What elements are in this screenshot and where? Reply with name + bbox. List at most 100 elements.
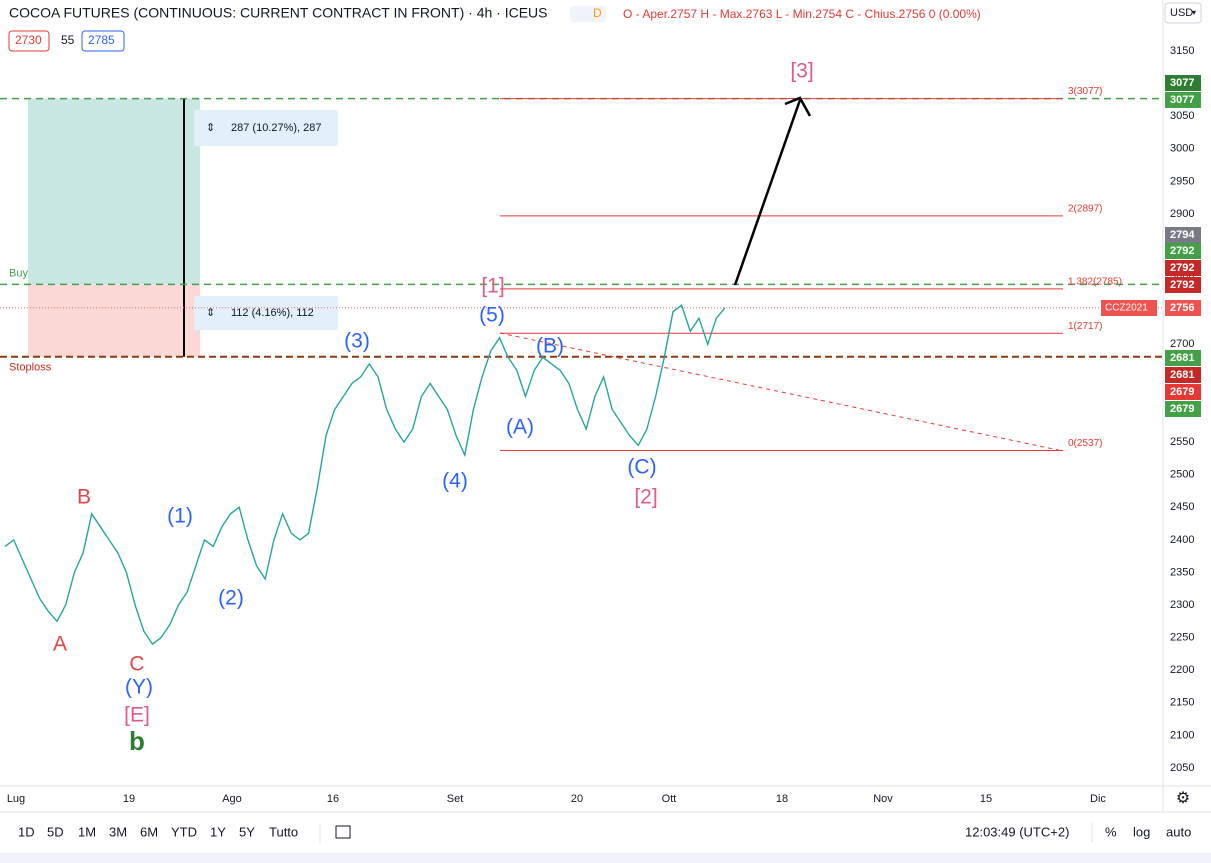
last-price-tag [1165, 300, 1201, 316]
price-tick-label: 2900 [1170, 208, 1194, 220]
time-label: 18 [776, 793, 788, 805]
price-tag-label: 2679 [1170, 403, 1194, 415]
wave-label: [3] [790, 60, 813, 83]
price-tick-label: 2450 [1170, 501, 1194, 513]
symbol-tag-label: CCZ2021 [1105, 303, 1148, 314]
price-tick-label: 2400 [1170, 534, 1194, 546]
bottom-bar [0, 813, 1211, 853]
arrow-head [784, 96, 812, 117]
price-tick-label: 2150 [1170, 697, 1194, 709]
loss-icon: ⇕ [206, 307, 215, 319]
input-box [8, 30, 50, 52]
price-tick-label: 2350 [1170, 566, 1194, 578]
scale-option[interactable]: auto [1166, 824, 1191, 839]
price-tag [1165, 350, 1201, 366]
range-button[interactable]: 3M [109, 824, 127, 839]
time-label: 19 [123, 793, 135, 805]
fib-label: 0(2537) [1068, 438, 1102, 449]
wave-label: C [129, 653, 144, 676]
wave-label: (5) [479, 304, 505, 327]
wave-label: (A) [506, 416, 534, 439]
price-tag [1165, 75, 1201, 91]
loss-box [194, 296, 338, 330]
settings-icon[interactable]: ⚙ [1176, 790, 1190, 807]
currency-caret: ▾ [1192, 8, 1196, 17]
price-tag-label: 2792 [1170, 245, 1194, 257]
price-tag [1165, 277, 1201, 293]
price-tick-label: 2950 [1170, 175, 1194, 187]
price-tick-label: 2550 [1170, 436, 1194, 448]
badge-bg [570, 6, 606, 22]
wave-label: [1] [481, 275, 504, 298]
price-tick-label: 2700 [1170, 338, 1194, 350]
price-tick-label: 2300 [1170, 599, 1194, 611]
profit-icon: ⇕ [206, 122, 215, 134]
symbol-tag [1101, 300, 1157, 316]
price-tag-label: 3077 [1170, 77, 1194, 89]
loss-zone [28, 284, 200, 357]
profit-box [194, 110, 338, 146]
buy-label: Buy [9, 267, 28, 279]
price-tick-label: 2050 [1170, 762, 1194, 774]
scale-option[interactable]: % [1105, 824, 1117, 839]
time-label: Ott [662, 793, 677, 805]
wave-label: (3) [344, 330, 370, 353]
fib-label: 1(2717) [1068, 321, 1102, 332]
price-tag-label: 2681 [1170, 352, 1194, 364]
range-button[interactable]: 1D [18, 824, 35, 839]
range-button[interactable]: 5Y [239, 824, 255, 839]
input-box [81, 30, 125, 52]
wave-label: (4) [442, 470, 468, 493]
price-tick-label: 2200 [1170, 664, 1194, 676]
wave-label: (Y) [125, 676, 153, 699]
price-line-series [4, 304, 726, 646]
time-label: Ago [222, 793, 242, 805]
price-tag-label: 2792 [1170, 262, 1194, 274]
currency-box[interactable] [1164, 2, 1202, 24]
wave-label: b [129, 726, 145, 756]
currency[interactable]: USD [1170, 7, 1193, 19]
compare-icon[interactable] [335, 825, 351, 839]
bottom-edge [0, 853, 1211, 863]
price-tag [1165, 260, 1201, 276]
price-tag-label: 2794 [1170, 229, 1195, 241]
wave-label: (B) [536, 335, 564, 358]
price-tag [1165, 92, 1201, 108]
wave-label: B [77, 486, 91, 509]
badge: D [593, 6, 602, 20]
scale-option[interactable]: log [1133, 824, 1150, 839]
time-label: Nov [873, 793, 893, 805]
price-tag [1165, 227, 1201, 243]
price-tag [1165, 367, 1201, 383]
stoploss-label: Stoploss [9, 362, 52, 374]
price-tick-label: 3050 [1170, 110, 1194, 122]
loss-label: 112 (4.16%), 112 [231, 307, 314, 319]
projection-arrow [733, 99, 802, 286]
wave-label: (2) [218, 587, 244, 610]
range-button[interactable]: YTD [171, 824, 197, 839]
range-button[interactable]: Tutto [269, 824, 298, 839]
range-button[interactable]: 1Y [210, 824, 226, 839]
price-tick-label: 3000 [1170, 143, 1194, 155]
price-tag-label: 3077 [1170, 94, 1194, 106]
profit-label: 287 (10.27%), 287 [231, 122, 322, 134]
range-button[interactable]: 1M [78, 824, 96, 839]
price-tick-label: 2500 [1170, 469, 1194, 481]
price-tick-label: 2100 [1170, 729, 1194, 741]
chart-title: COCOA FUTURES (CONTINUOUS: CURRENT CONTR… [9, 5, 548, 21]
price-tick-label: 2250 [1170, 632, 1194, 644]
ohlc: O - Aper.2757 H - Max.2763 L - Min.2754 … [623, 7, 981, 21]
time-label: Dic [1090, 793, 1106, 805]
input-value: 2785 [88, 33, 115, 47]
last-price-label: 2756 [1170, 302, 1194, 314]
input-value: 2730 [15, 33, 42, 47]
wave-label: A [53, 633, 67, 656]
time-label: Set [447, 793, 464, 805]
fib-label: 2(2897) [1068, 204, 1102, 215]
range-button[interactable]: 5D [47, 824, 64, 839]
profit-zone [28, 98, 200, 285]
time-label: 15 [980, 793, 992, 805]
fib-label: 1.382(2785) [1068, 277, 1122, 288]
range-button[interactable]: 6M [140, 824, 158, 839]
